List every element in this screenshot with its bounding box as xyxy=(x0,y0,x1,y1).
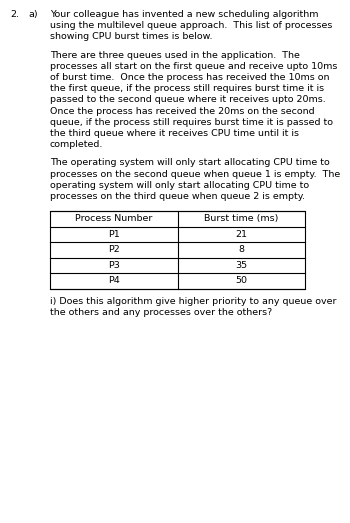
Text: queue, if the process still requires burst time it is passed to: queue, if the process still requires bur… xyxy=(50,118,333,127)
Text: processes all start on the first queue and receive upto 10ms: processes all start on the first queue a… xyxy=(50,62,337,71)
Text: P4: P4 xyxy=(108,277,120,286)
Text: Process Number: Process Number xyxy=(75,214,153,223)
Text: completed.: completed. xyxy=(50,140,103,149)
Text: operating system will only start allocating CPU time to: operating system will only start allocat… xyxy=(50,181,309,190)
Text: of burst time.  Once the process has received the 10ms on: of burst time. Once the process has rece… xyxy=(50,73,329,82)
Text: 8: 8 xyxy=(238,245,244,255)
Text: P3: P3 xyxy=(108,261,120,270)
Text: processes on the third queue when queue 2 is empty.: processes on the third queue when queue … xyxy=(50,192,305,201)
Text: The operating system will only start allocating CPU time to: The operating system will only start all… xyxy=(50,158,330,167)
Text: passed to the second queue where it receives upto 20ms.: passed to the second queue where it rece… xyxy=(50,95,326,105)
Text: processes on the second queue when queue 1 is empty.  The: processes on the second queue when queue… xyxy=(50,169,340,178)
Text: Burst time (ms): Burst time (ms) xyxy=(204,214,279,223)
Bar xyxy=(50,211,305,289)
Text: There are three queues used in the application.  The: There are three queues used in the appli… xyxy=(50,51,300,60)
Text: 50: 50 xyxy=(235,277,247,286)
Text: 2.: 2. xyxy=(10,10,19,19)
Text: the others and any processes over the others?: the others and any processes over the ot… xyxy=(50,308,272,317)
Text: the first queue, if the process still requires burst time it is: the first queue, if the process still re… xyxy=(50,84,324,93)
Text: using the multilevel queue approach.  This list of processes: using the multilevel queue approach. Thi… xyxy=(50,21,332,30)
Text: P1: P1 xyxy=(108,230,120,239)
Text: the third queue where it receives CPU time until it is: the third queue where it receives CPU ti… xyxy=(50,129,299,138)
Text: 35: 35 xyxy=(235,261,247,270)
Text: a): a) xyxy=(28,10,38,19)
Text: i) Does this algorithm give higher priority to any queue over: i) Does this algorithm give higher prior… xyxy=(50,297,336,306)
Text: Once the process has received the 20ms on the second: Once the process has received the 20ms o… xyxy=(50,107,315,116)
Text: Your colleague has invented a new scheduling algorithm: Your colleague has invented a new schedu… xyxy=(50,10,318,19)
Text: 21: 21 xyxy=(235,230,247,239)
Text: showing CPU burst times is below.: showing CPU burst times is below. xyxy=(50,32,212,41)
Text: P2: P2 xyxy=(108,245,120,255)
